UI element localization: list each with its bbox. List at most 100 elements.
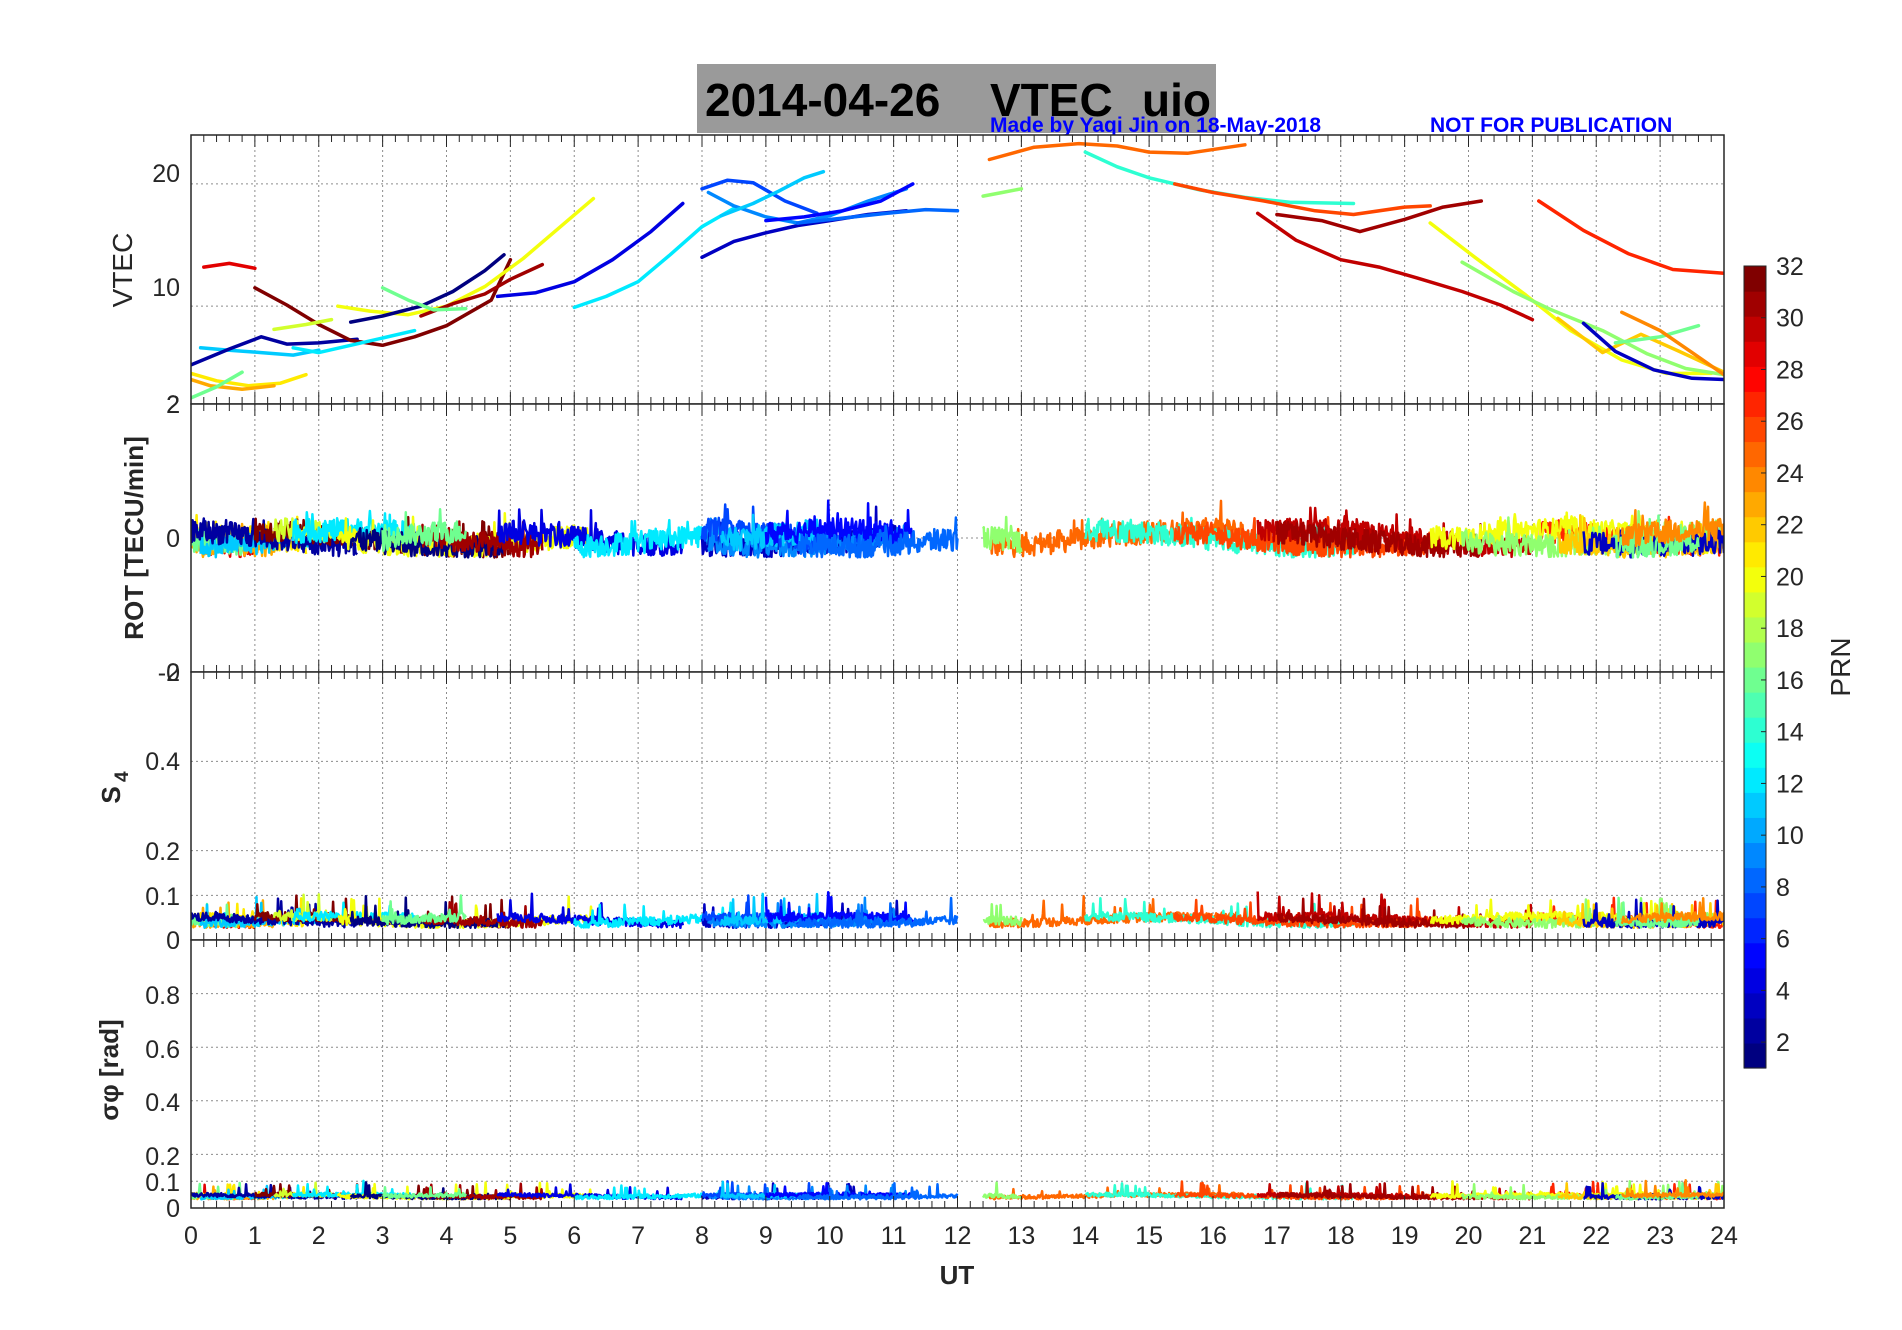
x-tick-label: 18 <box>1327 1222 1355 1250</box>
series-rot-prn-16 <box>381 508 467 553</box>
sigma-ytick-0.1: 0.1 <box>145 1169 180 1197</box>
colorbar-level-28 <box>1744 366 1766 392</box>
s4-ytick-top: 0 <box>166 659 180 687</box>
colorbar-label: PRN <box>1825 637 1856 696</box>
colorbar-level-24 <box>1744 466 1766 493</box>
x-tick-label: 6 <box>567 1222 581 1250</box>
sigma-ylabel: σφ [rad] <box>94 1019 124 1120</box>
colorbar-tick-label: 6 <box>1776 926 1790 954</box>
colorbar-level-9 <box>1744 842 1766 869</box>
x-tick-label: 22 <box>1582 1222 1610 1250</box>
colorbar-tick-label: 32 <box>1776 253 1804 281</box>
s4-grid <box>191 672 1724 940</box>
s4-panel: 0 0.4 0.2 0.1 0 S 4 <box>96 659 1725 955</box>
series-rot-prn-8 <box>796 516 959 559</box>
chart-title-date: 2014-04-26 <box>705 74 940 126</box>
series-rot-prn-12 <box>573 518 736 559</box>
x-axis-label: UT <box>940 1260 975 1290</box>
colorbar-level-32 <box>1744 266 1766 292</box>
series-s4-prn-31 <box>419 901 544 929</box>
x-tick-label: 7 <box>631 1222 645 1250</box>
vtec-series-prn-23 <box>191 377 276 392</box>
x-tick-label: 23 <box>1646 1222 1674 1250</box>
vtec-series-prn-5 <box>764 182 915 223</box>
series-rot-prn-17 <box>1460 509 1724 559</box>
rot-x-ticks <box>190 404 1725 672</box>
x-tick-label: 1 <box>248 1222 262 1250</box>
colorbar-level-16 <box>1744 667 1766 693</box>
colorbar-tick-label: 12 <box>1776 770 1804 798</box>
series-s4-prn-16 <box>381 894 467 926</box>
vtec-series-prn-32 <box>253 257 513 348</box>
series-sig-prn-16 <box>381 1185 467 1200</box>
colorbar-level-26 <box>1744 416 1766 443</box>
x-tick-label: 19 <box>1391 1222 1419 1250</box>
series-rot-prn-2 <box>191 517 359 558</box>
x-tick-label: 13 <box>1007 1222 1035 1250</box>
colorbar-level-30 <box>1744 316 1766 342</box>
vtec-series-prn-7 <box>700 178 819 216</box>
vtec-series-prn-12 <box>291 328 417 355</box>
vtec-plot-area <box>191 135 1724 404</box>
chart-title-background <box>697 64 1216 133</box>
colorbar-level-6 <box>1744 917 1766 944</box>
vtec-panel: 20 10 2 VTEC <box>107 134 1725 419</box>
sigma-ytick-0.8: 0.8 <box>145 982 180 1010</box>
chart-title-product: VTEC <box>990 74 1113 126</box>
series-s4-prn-31 <box>1276 897 1483 930</box>
vtec-ylabel: VTEC <box>107 233 138 308</box>
colorbar-tick-label: 14 <box>1776 719 1804 747</box>
credit-made-by: Made by Yaqi Jin on 18-May-2018 <box>990 114 1321 137</box>
colorbar-tick-label: 30 <box>1776 305 1804 333</box>
vtec-series-prn-26 <box>1172 182 1432 217</box>
vtec-ytick-20: 20 <box>152 160 180 188</box>
colorbar-level-13 <box>1744 742 1766 768</box>
vtec-ytick-10: 10 <box>152 274 180 302</box>
colorbar-level-5 <box>1744 942 1766 969</box>
x-tick-labels: 0 1 2 3 4 5 6 7 8 9 10 11 12 13 14 15 16 17 18 19 20 21 22 23 24 <box>184 1222 1738 1250</box>
colorbar-tick-label: 4 <box>1776 977 1790 1005</box>
colorbar-level-3 <box>1744 992 1766 1019</box>
colorbar-tick-label: 18 <box>1776 615 1804 643</box>
series-rot-prn-17 <box>981 515 1023 554</box>
vtec-series-prn-31 <box>419 262 545 318</box>
rot-ytick-2: 2 <box>166 391 180 419</box>
colorbar-level-14 <box>1744 717 1766 743</box>
x-tick-label: 8 <box>695 1222 709 1250</box>
vtec-ytick-bottom: 2 <box>166 391 180 419</box>
colorbar-tick-label: 26 <box>1776 408 1804 436</box>
vtec-series-prn-17 <box>1460 260 1724 377</box>
vtec-series-prn-16 <box>1613 323 1701 345</box>
s4-ytick-0.4: 0.4 <box>145 748 180 776</box>
sigma-ytick-0.4: 0.4 <box>145 1089 180 1117</box>
vtec-series-prn-29 <box>202 261 257 271</box>
credit-notice: NOT FOR PUBLICATION <box>1430 114 1672 137</box>
s4-ytick-0.1: 0.1 <box>145 883 180 911</box>
rot-ylabel: ROT [TECU/min] <box>119 436 149 640</box>
vtec-x-ticks <box>190 135 1725 404</box>
sigma-plot-area <box>191 940 1724 1208</box>
colorbar-level-4 <box>1744 967 1766 994</box>
sigma-ytick-0.2: 0.2 <box>145 1143 180 1171</box>
colorbar-tick-label: 28 <box>1776 356 1804 384</box>
x-tick-label: 5 <box>503 1222 517 1250</box>
rot-ytick-neg2: -2 <box>158 659 180 687</box>
vtec-series-prn-30 <box>1255 211 1535 322</box>
vtec-series-prn-25 <box>987 141 1247 162</box>
rot-series <box>191 499 1724 559</box>
series-sig-prn-8 <box>796 1181 959 1201</box>
colorbar-level-2 <box>1744 1017 1766 1044</box>
vtec-series-prn-16 <box>191 370 244 400</box>
series-s4-prn-24 <box>1620 896 1724 925</box>
x-tick-label: 21 <box>1518 1222 1546 1250</box>
vtec-series-prn-4 <box>495 201 685 299</box>
colorbar-level-31 <box>1744 291 1766 317</box>
colorbar-level-10 <box>1744 817 1766 844</box>
x-tick-label: 3 <box>376 1222 390 1250</box>
x-tick-label: 20 <box>1455 1222 1483 1250</box>
series-rot-prn-24 <box>1620 501 1724 548</box>
vtec-series-prn-19 <box>272 317 334 332</box>
x-tick-label: 0 <box>184 1222 198 1250</box>
x-tick-label: 4 <box>440 1222 454 1250</box>
